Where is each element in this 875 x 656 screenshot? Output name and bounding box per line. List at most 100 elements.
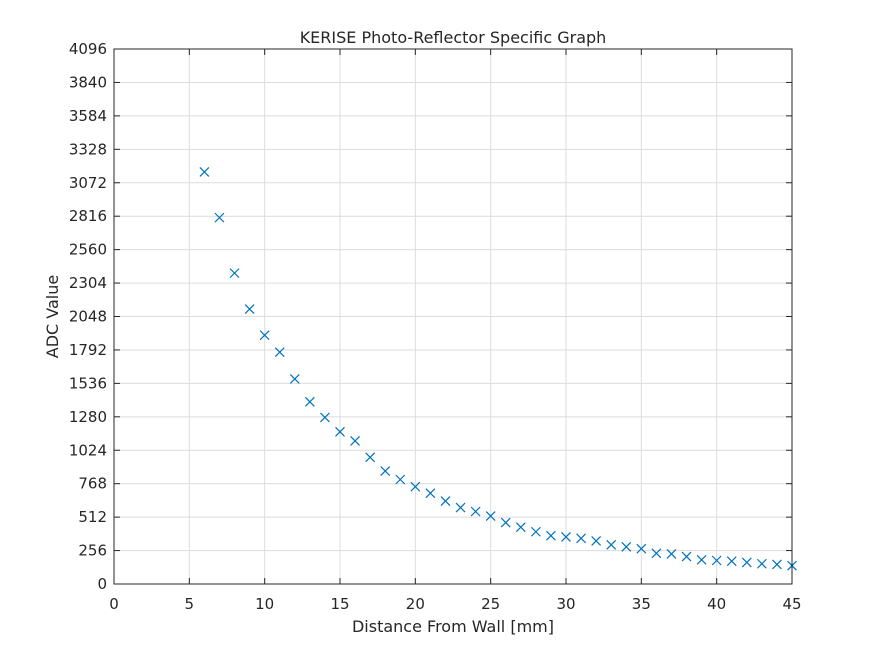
data-point-stroke <box>304 396 315 407</box>
data-point <box>696 554 707 565</box>
data-point-stroke <box>576 533 586 544</box>
y-tick-label: 256 <box>78 542 107 560</box>
y-tick-label: 512 <box>78 508 107 526</box>
y-tick-label: 4096 <box>69 40 107 58</box>
x-tick-label: 35 <box>632 595 651 613</box>
data-point <box>726 556 737 567</box>
data-point <box>485 511 496 522</box>
data-point-stroke <box>425 488 436 499</box>
data-point <box>591 535 602 546</box>
data-point <box>576 533 586 544</box>
data-point <box>636 543 647 554</box>
data-point-stroke <box>546 530 556 541</box>
data-point-stroke <box>530 526 541 537</box>
chart-title: KERISE Photo-Reflector Specific Graph <box>300 28 607 47</box>
data-points <box>199 166 797 571</box>
data-point-stroke <box>711 555 722 566</box>
data-point <box>425 488 436 499</box>
data-point-stroke <box>380 466 391 476</box>
x-tick-label: 0 <box>109 595 119 613</box>
data-point-stroke <box>591 535 602 546</box>
y-tick-label: 3584 <box>69 107 107 125</box>
y-tick-label: 3072 <box>69 174 107 192</box>
x-tick-label: 10 <box>255 595 274 613</box>
data-point <box>289 374 300 384</box>
data-point <box>259 330 270 341</box>
data-point-stroke <box>289 374 300 384</box>
y-tick-label: 1792 <box>69 341 107 359</box>
data-point-stroke <box>756 558 767 569</box>
data-point-stroke <box>350 436 360 446</box>
data-point-stroke <box>395 474 406 485</box>
data-point-stroke <box>741 557 752 568</box>
data-point <box>244 304 255 314</box>
data-point-stroke <box>214 212 225 223</box>
data-point <box>335 426 345 437</box>
x-tick-label: 25 <box>481 595 500 613</box>
data-point-stroke <box>229 268 240 279</box>
data-point-stroke <box>772 559 782 570</box>
data-point <box>681 551 692 562</box>
x-tick-label: 30 <box>556 595 575 613</box>
data-point-stroke <box>515 522 526 533</box>
x-tick-label: 40 <box>707 595 726 613</box>
data-point-stroke <box>274 347 285 358</box>
data-point-stroke <box>244 304 255 314</box>
y-tick-label: 2304 <box>69 274 107 292</box>
data-point-stroke <box>199 166 210 177</box>
data-point <box>651 548 662 559</box>
data-point-stroke <box>259 330 270 341</box>
data-point-stroke <box>606 539 617 550</box>
data-point-stroke <box>681 551 692 562</box>
data-point-stroke <box>410 481 421 492</box>
data-point <box>772 559 782 570</box>
y-tick-label: 0 <box>97 575 107 593</box>
data-point <box>455 502 466 513</box>
data-point <box>666 549 677 559</box>
data-point-stroke <box>500 517 511 528</box>
data-point <box>365 452 376 463</box>
x-tick-label: 5 <box>185 595 195 613</box>
data-point <box>320 412 330 423</box>
y-tick-label: 1024 <box>69 441 107 459</box>
data-point-stroke <box>440 496 451 506</box>
x-axis-title: Distance From Wall [mm] <box>352 617 554 636</box>
data-point-stroke <box>651 548 662 559</box>
data-point <box>515 522 526 533</box>
y-tick-label: 768 <box>78 475 107 493</box>
data-point <box>350 436 360 446</box>
data-point <box>546 530 556 541</box>
x-tick-labels: 0 5 10 15 20 25 30 35 40 45 <box>109 595 801 613</box>
data-point-stroke <box>335 426 345 437</box>
data-point <box>410 481 421 492</box>
y-tick-label: 1280 <box>69 408 107 426</box>
data-point-stroke <box>485 511 496 522</box>
data-point-stroke <box>455 502 466 513</box>
y-tick-label: 1536 <box>69 374 107 392</box>
data-point <box>756 558 767 569</box>
data-point <box>470 506 481 517</box>
y-tick-label: 2048 <box>69 308 107 326</box>
data-point <box>380 466 391 476</box>
data-point <box>561 532 571 542</box>
y-tick-label: 3840 <box>69 73 107 91</box>
y-tick-label: 2816 <box>69 207 107 225</box>
data-point <box>395 474 406 485</box>
axis-ticks <box>113 48 793 585</box>
x-tick-label: 15 <box>330 595 349 613</box>
data-point-stroke <box>320 412 330 423</box>
y-tick-label: 3328 <box>69 140 107 158</box>
data-point <box>741 557 752 568</box>
data-point <box>606 539 617 550</box>
data-point <box>711 555 722 566</box>
data-point-stroke <box>636 543 647 554</box>
data-point-stroke <box>666 549 677 559</box>
data-point <box>304 396 315 407</box>
data-point <box>500 517 511 528</box>
data-point <box>199 166 210 177</box>
y-tick-labels: 0 256 512 768 1024 1280 1536 1792 2048 2304 2560 28… <box>69 40 107 593</box>
x-tick-label: 20 <box>406 595 425 613</box>
grid-lines <box>113 48 793 585</box>
y-tick-label: 2560 <box>69 241 107 259</box>
